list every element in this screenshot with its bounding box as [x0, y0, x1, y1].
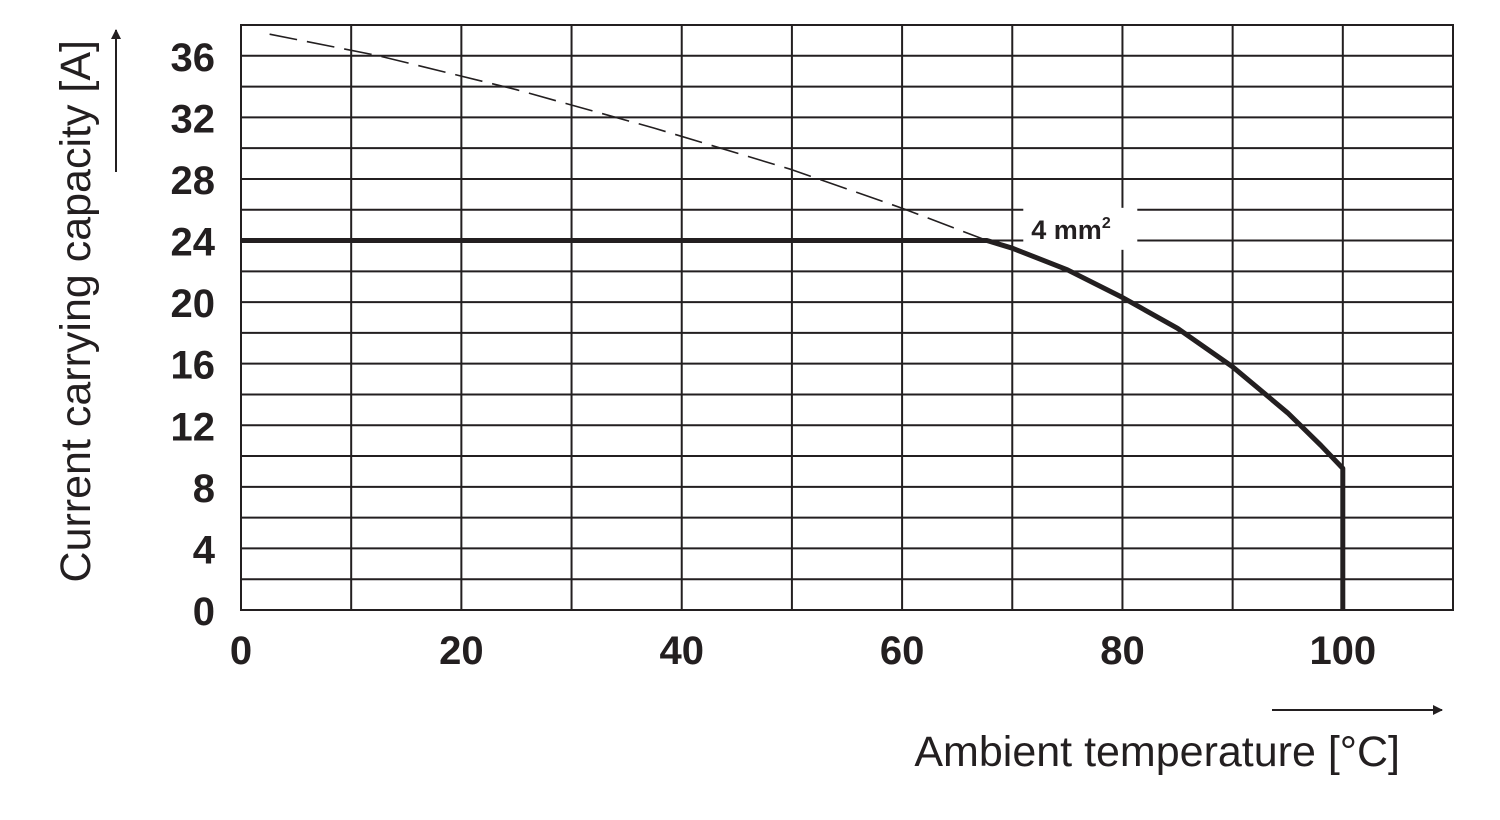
x-tick-label: 20: [439, 629, 484, 673]
plot-frame: [240, 24, 1454, 611]
annotation-superscript: 2: [1102, 215, 1111, 232]
y-tick-label: 4: [193, 528, 216, 572]
series-annotation: 4 mm2: [1023, 207, 1138, 250]
y-tick-label: 28: [171, 159, 216, 203]
tick-labels: 0 20 40 60 80 100 0 4 8 12 16 20 24 28 32 36: [171, 36, 1377, 673]
annotation-label: 4 mm2: [1031, 215, 1111, 245]
y-tick-label: 16: [171, 344, 216, 388]
x-tick-label: 80: [1100, 629, 1145, 673]
x-axis-title: Ambient temperature [°C]: [914, 728, 1400, 776]
series-line-4mm2: [241, 238, 1346, 610]
y-axis-title: Current carrying capacity [A]: [52, 40, 100, 582]
y-tick-label: 24: [171, 221, 216, 265]
y-tick-label: 8: [193, 467, 215, 511]
x-tick-label: 0: [230, 629, 252, 673]
y-tick-label: 0: [193, 590, 215, 634]
dashed-curve: [269, 33, 988, 242]
x-tick-label: 60: [880, 629, 925, 673]
series-layer: [241, 33, 1346, 610]
x-tick-label: 100: [1309, 629, 1376, 673]
annotation-main-text: 4 mm: [1031, 215, 1102, 245]
annotation-background: [1023, 207, 1138, 250]
grid: [240, 24, 1454, 611]
x-tick-label: 40: [659, 629, 704, 673]
y-tick-label: 20: [171, 282, 216, 326]
y-tick-label: 32: [171, 97, 216, 141]
y-tick-label: 36: [171, 36, 216, 80]
y-tick-label: 12: [171, 405, 216, 449]
